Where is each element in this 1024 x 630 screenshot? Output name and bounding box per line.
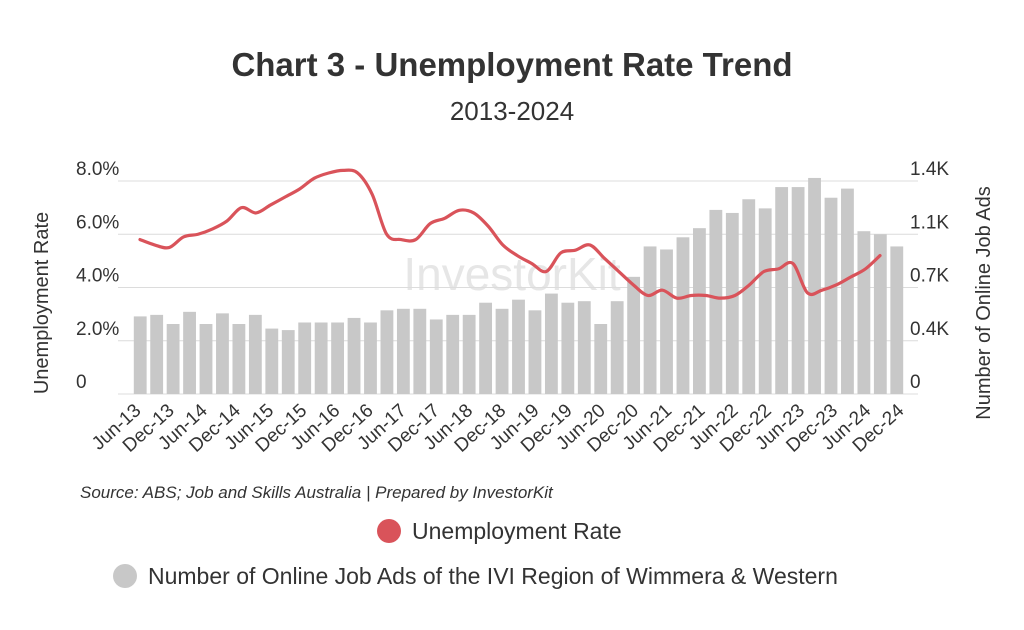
bar-job-ads (216, 313, 229, 394)
y-axis-right-title: Number of Online Job Ads (973, 186, 995, 419)
y-left-tick-label: 0 (76, 372, 87, 393)
bar-job-ads (758, 208, 772, 394)
y-right-tick-label: 0 (910, 372, 921, 393)
bar-job-ads (873, 234, 887, 394)
y-right-tick-label: 0.7K (910, 266, 949, 287)
chart-title: Chart 3 - Unemployment Rate Trend (231, 46, 792, 83)
bar-job-ads (512, 299, 525, 394)
bar-job-ads (857, 231, 871, 394)
y-axis-right: 0 0.4K 0.7K 1.1K 1.4K (910, 159, 949, 393)
legend-label-unemployment: Unemployment Rate (412, 518, 622, 544)
legend-swatch-unemployment (377, 519, 401, 543)
bar-job-ads (380, 310, 394, 394)
y-right-tick-label: 1.4K (910, 159, 949, 180)
bar-job-ads (133, 316, 147, 394)
bar-job-ads (248, 314, 262, 394)
bar-job-ads (166, 324, 180, 394)
bar-job-ads (627, 276, 641, 394)
bar-job-ads (446, 314, 460, 394)
bar-job-ads (890, 246, 904, 394)
bar-job-ads (775, 187, 789, 394)
y-axis-left-title: Unemployment Rate (31, 212, 53, 394)
line-unemployment-rate (138, 168, 882, 300)
y-left-tick-label: 2.0% (76, 319, 119, 340)
bar-job-ads (693, 228, 706, 394)
bar-job-ads (199, 324, 213, 394)
y-left-tick-label: 8.0% (76, 159, 119, 180)
y-left-tick-label: 4.0% (76, 266, 119, 287)
bar-job-ads (824, 197, 838, 394)
bar-job-ads (709, 209, 723, 394)
bar-job-ads (232, 324, 246, 394)
bar-job-ads (479, 302, 493, 394)
bar-job-ads (150, 314, 164, 394)
bar-job-ads (594, 324, 608, 394)
bar-series (133, 177, 904, 394)
bar-job-ads (544, 293, 558, 394)
chart-subtitle: 2013-2024 (450, 96, 574, 126)
bar-job-ads (495, 308, 509, 394)
bar-job-ads (462, 314, 476, 394)
bar-job-ads (561, 302, 575, 394)
bar-job-ads (429, 319, 443, 394)
bar-job-ads (742, 199, 756, 394)
legend-swatch-job-ads (113, 564, 137, 588)
x-axis: Jun-13Dec-13Jun-14Dec-14Jun-15Dec-15Jun-… (88, 400, 909, 457)
bar-job-ads (808, 177, 821, 394)
line-series (138, 168, 882, 300)
bar-job-ads (347, 317, 361, 394)
bar-job-ads (643, 246, 657, 394)
bar-job-ads (396, 308, 410, 394)
bar-job-ads (281, 330, 295, 394)
legend: Unemployment Rate Number of Online Job A… (113, 518, 838, 589)
bar-job-ads (265, 328, 279, 394)
bar-job-ads (364, 322, 377, 394)
bar-job-ads (577, 301, 591, 394)
y-axis-left: 0 2.0% 4.0% 6.0% 8.0% (76, 159, 119, 393)
legend-label-job-ads: Number of Online Job Ads of the IVI Regi… (148, 563, 838, 589)
watermark: InvestorKit (403, 248, 621, 300)
bar-job-ads (660, 249, 673, 394)
bar-job-ads (791, 187, 805, 394)
y-right-tick-label: 0.4K (910, 319, 949, 340)
bar-job-ads (298, 322, 312, 394)
y-right-tick-label: 1.1K (910, 212, 949, 233)
source-note: Source: ABS; Job and Skills Australia | … (80, 483, 554, 502)
bar-job-ads (841, 188, 854, 394)
bar-job-ads (183, 311, 196, 394)
bar-job-ads (676, 237, 690, 394)
bar-job-ads (725, 212, 739, 394)
bar-job-ads (331, 322, 344, 394)
bar-job-ads (610, 301, 624, 394)
bar-job-ads (528, 310, 542, 394)
bar-job-ads (314, 322, 328, 394)
y-left-tick-label: 6.0% (76, 212, 119, 233)
bar-job-ads (413, 308, 427, 394)
